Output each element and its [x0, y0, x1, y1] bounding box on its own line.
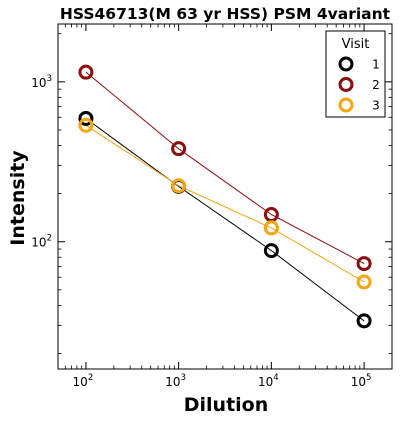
data-point-series-3 — [78, 117, 94, 133]
series-line-3 — [85, 124, 365, 283]
y-tick-exponent: 3 — [47, 74, 52, 84]
plot-series — [78, 64, 372, 329]
x-tick-exponent: 3 — [181, 373, 186, 383]
y-tick-base: 10 — [31, 76, 46, 90]
x-tick-exponent: 5 — [366, 373, 371, 383]
legend-title: Visit — [342, 37, 370, 52]
x-tick-exponent: 4 — [273, 373, 278, 383]
x-tick-label: 105 — [351, 373, 372, 389]
y-tick-label: 102 — [31, 234, 52, 250]
data-point-series-3 — [171, 178, 187, 194]
x-tick-label: 104 — [258, 373, 279, 389]
legend-label-3: 3 — [372, 99, 380, 113]
legend-marker-1 — [338, 56, 354, 72]
x-tick-exponent: 2 — [88, 373, 93, 383]
data-point-series-3 — [356, 274, 372, 290]
legend-label-1: 1 — [372, 58, 380, 72]
legend-marker-3 — [338, 97, 354, 113]
data-point-series-1 — [78, 110, 94, 126]
data-point-series-3 — [263, 220, 279, 236]
y-tick-base: 10 — [31, 236, 46, 250]
data-point-series-2 — [78, 64, 94, 80]
plot-frame — [57, 23, 393, 370]
legend-label-2: 2 — [372, 78, 380, 92]
legend-marker-2 — [338, 77, 354, 92]
series-line-2 — [85, 71, 365, 265]
x-tick-label: 103 — [165, 373, 186, 389]
data-point-series-2 — [171, 141, 187, 157]
legend-box — [325, 30, 386, 118]
legend-items: 1 2 3 — [338, 56, 380, 113]
x-tick-labels: 102 103 104 105 — [73, 373, 372, 389]
series-line-1 — [85, 118, 365, 322]
data-point-series-1 — [263, 243, 279, 259]
y-tick-exponent: 2 — [47, 234, 52, 244]
y-axis-label: Intensity — [7, 150, 29, 246]
x-tick-label: 102 — [73, 373, 94, 389]
data-point-series-2 — [356, 256, 372, 272]
chart-title: HSS46713(M 63 yr HSS) PSM 4variant — [60, 5, 391, 23]
legend: Visit 1 2 3 — [325, 30, 386, 118]
x-axis-label: Dilution — [184, 394, 269, 416]
y-tick-label: 103 — [31, 74, 52, 90]
data-point-series-1 — [356, 313, 372, 329]
